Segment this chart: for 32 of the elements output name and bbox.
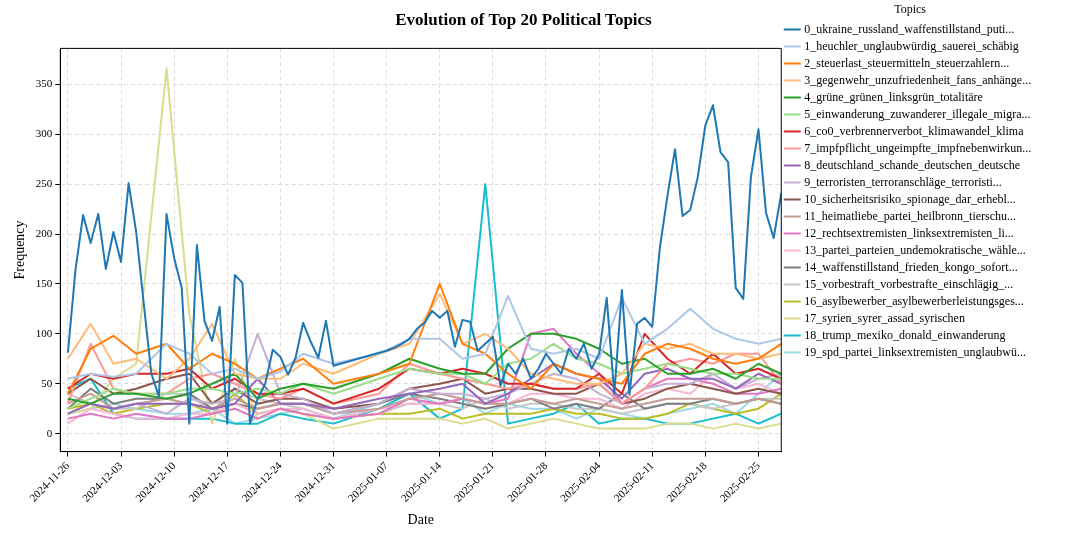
y-axis-title: Frequency xyxy=(12,220,28,280)
legend-label: 7_impfpflicht_ungeimpfte_impfnebenwirkun... xyxy=(804,140,1032,155)
legend-label: 13_partei_parteien_undemokratische_wähle... xyxy=(804,242,1026,257)
chart-title: Evolution of Top 20 Political Topics xyxy=(395,9,653,29)
legend-label: 17_syrien_syrer_assad_syrischen xyxy=(804,310,965,325)
legend-label: 16_asylbewerber_asylbewerberleistungsges... xyxy=(804,293,1024,308)
y-tick-label: 0 xyxy=(46,426,53,439)
legend-label: 3_gegenwehr_unzufriedenheit_fans_anhänge... xyxy=(804,72,1032,87)
y-tick-label: 200 xyxy=(35,226,53,239)
legend-label: 1_heuchler_unglaubwürdig_sauerei_schäbig xyxy=(804,38,1019,53)
legend-label: 11_heimatliebe_partei_heilbronn_tierschu... xyxy=(804,208,1017,223)
legend-label: 10_sicherheitsrisiko_spionage_dar_erhebl... xyxy=(804,191,1016,206)
legend-label: 4_grüne_grünen_linksgrün_totalitäre xyxy=(804,89,983,104)
legend-label: 5_einwanderung_zuwanderer_illegale_migra... xyxy=(804,106,1031,121)
legend-label: 6_co0_verbrennerverbot_klimawandel_klima xyxy=(804,123,1025,138)
legend-label: 14_waffenstillstand_frieden_kongo_sofort... xyxy=(804,259,1018,274)
y-tick-label: 50 xyxy=(41,376,53,389)
y-tick-label: 150 xyxy=(35,276,53,289)
legend-label: 0_ukraine_russland_waffenstillstand_puti... xyxy=(804,21,1015,36)
y-tick-label: 100 xyxy=(35,326,53,339)
legend-title: Topics xyxy=(894,2,927,17)
legend-label: 19_spd_partei_linksextremisten_unglaubwü... xyxy=(804,344,1026,359)
legend-label: 2_steuerlast_steuermitteln_steuerzahlern... xyxy=(804,55,1010,70)
y-tick-label: 250 xyxy=(35,177,53,190)
legend-label: 12_rechtsextremisten_linksextremisten_li... xyxy=(804,225,1014,240)
legend-label: 8_deutschland_schande_deutschen_deutsche xyxy=(804,157,1021,172)
legend-label: 18_trump_mexiko_donald_einwanderung xyxy=(804,327,1006,342)
x-axis-title: Date xyxy=(407,512,434,528)
legend-label: 15_vorbestraft_vorbestrafte_einschlägig_... xyxy=(804,276,1014,291)
legend-label: 9_terroristen_terroranschläge_terroristi... xyxy=(804,174,1002,189)
y-tick-label: 350 xyxy=(35,77,53,90)
y-tick-label: 300 xyxy=(35,127,53,140)
